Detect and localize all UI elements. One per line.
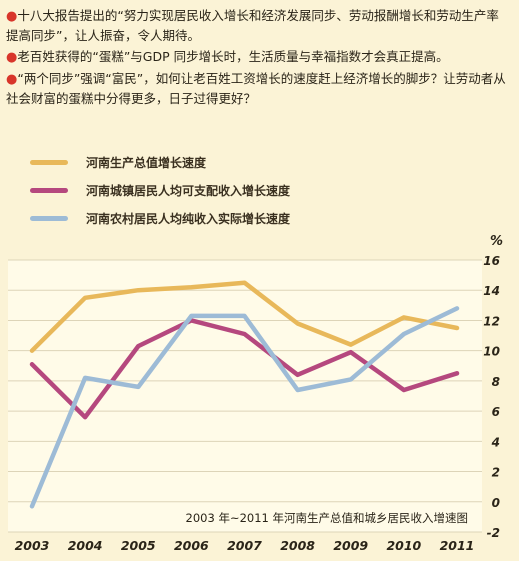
unit-label: % xyxy=(490,234,503,249)
legend-item-urban: 河南城镇居民人均可支配收入增长速度 xyxy=(30,176,290,204)
legend-label-gdp: 河南生产总值增长速度 xyxy=(86,155,207,170)
y-tick-label: 6 xyxy=(492,405,500,419)
intro-paragraph-2-text: 老百姓获得的“蛋糕”与GDP 同步增长时，生活质量与幸福指数才会真正提高。 xyxy=(17,49,449,64)
legend-item-rural: 河南农村居民人均纯收入实际增长速度 xyxy=(30,204,290,232)
intro-text: ●十八大报告提出的“努力实现居民收入增长和经济发展同步、劳动报酬增长和劳动生产率… xyxy=(6,6,511,110)
y-tick-label: 16 xyxy=(483,254,500,268)
series-line-1 xyxy=(29,318,460,420)
legend-item-gdp: 河南生产总值增长速度 xyxy=(30,148,290,176)
x-tick-labels: 2003 2004 2005 2006 2007 2008 2009 2010 2011 xyxy=(15,538,475,553)
y-tick-label: 8 xyxy=(492,375,500,389)
bullet-dot-icon: ● xyxy=(6,9,18,24)
intro-paragraph-3: ●“两个同步”强调“富民”，如何让老百姓工资增长的速度赶上经济增长的脚步？让劳动… xyxy=(6,69,511,108)
series-line-0 xyxy=(29,280,460,353)
line-chart: -2 0 2 4 6 8 10 12 14 16 2003 2004 2005 2006 2007 2008… xyxy=(8,234,503,553)
x-tick-label: 2006 xyxy=(174,538,209,553)
y-tick-label: 2 xyxy=(492,466,500,480)
legend-swatch-gdp xyxy=(30,159,68,165)
legend-swatch-rural xyxy=(30,215,68,221)
y-tick-label: 4 xyxy=(491,435,500,449)
y-tick-label: 0 xyxy=(492,496,500,510)
x-tick-label: 2011 xyxy=(440,538,475,553)
legend-swatch-urban xyxy=(30,187,68,193)
plot-area xyxy=(8,260,482,532)
chart-title: 2003 年~2011 年河南生产总值和城乡居民收入增速图 xyxy=(186,511,468,525)
legend-label-urban: 河南城镇居民人均可支配收入增长速度 xyxy=(86,183,291,198)
x-tick-label: 2003 xyxy=(15,538,50,553)
x-tick-label: 2005 xyxy=(121,538,156,553)
series-lines xyxy=(29,280,460,509)
bullet-dot-icon: ● xyxy=(6,50,18,65)
x-tick-label: 2009 xyxy=(333,538,368,553)
legend-label-rural: 河南农村居民人均纯收入实际增长速度 xyxy=(86,211,291,226)
series-line-2 xyxy=(29,306,460,509)
y-tick-label: 14 xyxy=(483,284,500,298)
intro-paragraph-3-text: “两个同步”强调“富民”，如何让老百姓工资增长的速度赶上经济增长的脚步？让劳动者… xyxy=(6,71,506,106)
intro-paragraph-1: ●十八大报告提出的“努力实现居民收入增长和经济发展同步、劳动报酬增长和劳动生产率… xyxy=(6,6,511,45)
chart-legend: 河南生产总值增长速度 河南城镇居民人均可支配收入增长速度 河南农村居民人均纯收入… xyxy=(30,148,290,232)
x-tick-label: 2007 xyxy=(227,538,262,553)
intro-paragraph-1-text: 十八大报告提出的“努力实现居民收入增长和经济发展同步、劳动报酬增长和劳动生产率提… xyxy=(6,8,499,43)
y-tick-label: -2 xyxy=(487,526,500,540)
y-tick-labels: -2 0 2 4 6 8 10 12 14 16 xyxy=(483,254,500,540)
bullet-dot-icon: ● xyxy=(6,72,18,87)
x-tick-label: 2010 xyxy=(386,538,421,553)
y-tick-label: 10 xyxy=(483,345,500,359)
x-tick-label: 2008 xyxy=(280,538,315,553)
x-tick-label: 2004 xyxy=(68,538,103,553)
y-tick-label: 12 xyxy=(483,314,500,328)
intro-paragraph-2: ●老百姓获得的“蛋糕”与GDP 同步增长时，生活质量与幸福指数才会真正提高。 xyxy=(6,47,511,67)
